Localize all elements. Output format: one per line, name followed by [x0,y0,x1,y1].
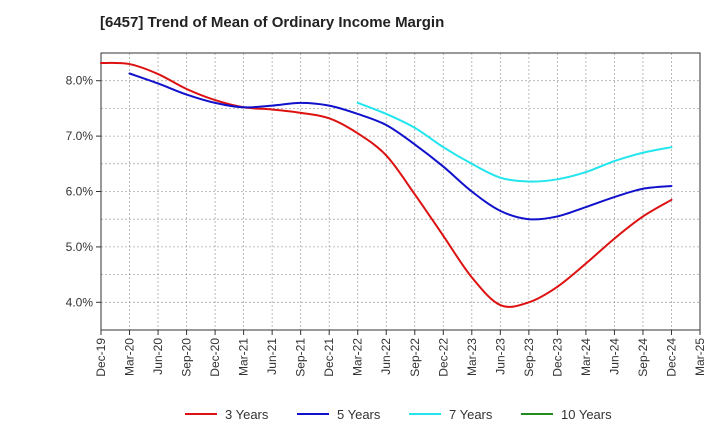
y-tick-label: 5.0% [66,240,94,254]
y-axis: 4.0% 5.0% 6.0% 7.0% 8.0% [66,74,101,309]
y-tick-label: 4.0% [66,295,94,309]
x-tick-label: Dec-22 [436,338,450,377]
series-line-5-years [128,72,673,221]
x-tick-label: Mar-20 [123,338,137,376]
x-tick-label: Dec-23 [550,338,564,377]
x-tick-label: Mar-25 [693,338,707,376]
legend-label: 5 Years [337,407,381,422]
y-tick-label: 8.0% [66,74,94,88]
series-line-3-years [100,61,673,308]
legend-item: 7 Years [409,407,493,422]
x-tick-label: Sep-20 [180,338,194,377]
x-tick-label: Dec-24 [664,338,678,377]
x-tick-label: Jun-24 [607,338,621,375]
x-tick-label: Sep-23 [522,338,536,377]
legend-label: 3 Years [225,407,269,422]
y-tick-label: 6.0% [66,185,94,199]
x-tick-label: Mar-24 [579,338,593,376]
x-tick-label: Jun-20 [151,338,165,375]
x-axis: Dec-19 Mar-20 Jun-20 Sep-20 Dec-20 Mar-21 Jun-… [94,330,707,377]
legend: 3 Years 5 Years 7 Years 10 Years [185,407,612,422]
chart-title: [6457] Trend of Mean of Ordinary Income … [100,14,445,31]
x-tick-label: Mar-23 [465,338,479,376]
grid [100,52,701,331]
series-line-7-years [356,101,673,183]
x-tick-label: Jun-23 [493,338,507,375]
legend-item: 5 Years [297,407,381,422]
x-tick-label: Jun-21 [265,338,279,375]
series-layer [100,61,673,308]
legend-label: 7 Years [449,407,493,422]
legend-item: 10 Years [521,407,612,422]
x-tick-label: Sep-22 [408,338,422,377]
legend-label: 10 Years [561,407,612,422]
x-tick-label: Mar-21 [237,338,251,376]
x-tick-label: Dec-20 [208,338,222,377]
y-tick-label: 7.0% [66,129,94,143]
legend-item: 3 Years [185,407,269,422]
x-tick-label: Dec-21 [322,338,336,377]
x-tick-label: Jun-22 [379,338,393,375]
x-tick-label: Sep-24 [636,338,650,377]
x-tick-label: Mar-22 [351,338,365,376]
x-tick-label: Sep-21 [294,338,308,377]
x-tick-label: Dec-19 [94,338,108,377]
